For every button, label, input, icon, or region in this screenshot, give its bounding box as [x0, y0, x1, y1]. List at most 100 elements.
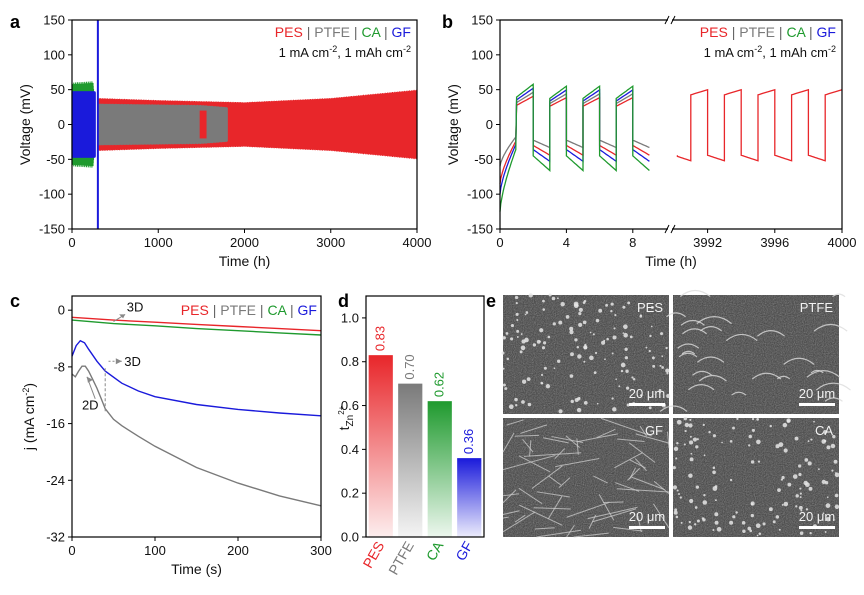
x-tick-label: 4 — [563, 235, 570, 250]
panel-letter-c: c — [10, 291, 20, 311]
condition-sup: -2 — [403, 44, 411, 54]
sem-flake — [832, 293, 846, 298]
sem-fiber — [502, 493, 519, 497]
sem-particle — [645, 346, 648, 349]
sem-particle — [712, 528, 715, 532]
sem-scale-bar — [799, 403, 835, 406]
sem-fiber — [534, 527, 555, 530]
sem-particle — [783, 448, 788, 453]
series-pes — [71, 316, 322, 332]
sem-particle — [543, 366, 547, 370]
legend: PES | PTFE | CA | GF — [181, 302, 317, 318]
y-axis-label: tZn2+ — [336, 405, 356, 430]
legend-entry-ca: CA — [267, 302, 287, 318]
sem-particle — [689, 457, 694, 462]
sem-fiber — [547, 496, 563, 519]
sem-particle — [758, 532, 762, 535]
sem-particle — [674, 508, 678, 512]
sem-tile-ptfe: PTFE 20 μm — [659, 289, 851, 414]
y-tick-label: -150 — [467, 222, 493, 237]
panel-d-transference-number: 0.83 PES 0.70 PTFE 0.62 CA 0.36 GF 0.0 0.2 0.4 0.6 0… — [336, 295, 485, 577]
sem-particle — [560, 301, 565, 307]
y-axis-label: Voltage (mV) — [17, 84, 33, 165]
sem-particle — [603, 339, 606, 342]
y-tick-label: 0 — [486, 117, 493, 132]
sem-particle — [612, 407, 617, 412]
sem-texture — [673, 418, 839, 537]
sem-scale-text: 20 μm — [629, 386, 665, 401]
sem-particle — [772, 520, 776, 524]
sem-particle — [508, 404, 514, 410]
sem-particle — [675, 515, 679, 519]
sem-particle — [694, 523, 697, 526]
sem-flake — [681, 350, 696, 355]
sem-particle — [799, 492, 802, 495]
sem-label-ptfe: PTFE — [800, 300, 834, 315]
annotation-arrowhead — [86, 376, 93, 383]
sem-particle — [505, 332, 509, 335]
sem-particle — [576, 346, 580, 349]
sem-particle — [780, 478, 784, 481]
sem-particle — [794, 436, 799, 441]
sem-particle — [540, 373, 544, 377]
sem-fiber — [587, 506, 638, 520]
sem-particle — [756, 418, 759, 421]
sem-label-ca: CA — [815, 423, 833, 438]
sem-particle — [689, 435, 692, 438]
plot-frame — [365, 295, 485, 538]
legend-entry-ptfe: PTFE — [739, 24, 775, 40]
sem-particle — [515, 312, 519, 316]
sem-flake — [682, 328, 708, 335]
sem-particle — [578, 397, 581, 399]
sem-fiber — [667, 431, 670, 449]
sem-fiber — [536, 529, 582, 538]
sem-particle — [515, 404, 518, 407]
sem-scale-text: 20 μm — [799, 509, 835, 524]
legend-separator: | — [303, 24, 314, 40]
sem-particle — [732, 426, 735, 430]
sem-particle — [792, 474, 798, 479]
sem-particle — [695, 485, 700, 489]
legend-entry-gf: GF — [298, 302, 317, 318]
sem-particle — [558, 409, 563, 414]
sem-particle — [751, 428, 755, 432]
sem-particle — [648, 349, 651, 353]
sem-fiber — [522, 439, 534, 453]
sem-particle — [832, 434, 836, 439]
sem-fiber — [523, 452, 582, 457]
y-axis-label-part: j (mA cm — [21, 396, 37, 451]
y-tick-label: -24 — [46, 473, 65, 488]
sem-particle — [598, 308, 603, 313]
sem-particle — [514, 397, 518, 402]
legend: PES | PTFE | CA | GF — [275, 24, 411, 40]
sem-fiber — [555, 457, 600, 468]
sem-particle — [650, 325, 653, 328]
legend-entry-pes: PES — [700, 24, 728, 40]
annotation-2d: 2D — [82, 397, 99, 412]
sem-particle — [798, 472, 802, 477]
sem-particle — [756, 439, 761, 445]
sem-flake — [699, 326, 722, 332]
sem-particle — [676, 442, 679, 445]
bar-value-label-ca: 0.62 — [432, 372, 447, 397]
sem-particle — [714, 520, 719, 525]
sem-particle — [684, 429, 687, 433]
y-tick-label: 0.2 — [341, 486, 359, 501]
series-ptfe — [71, 365, 322, 507]
sem-particle — [769, 424, 772, 428]
legend-entry-pes: PES — [275, 24, 303, 40]
legend-separator: | — [775, 24, 786, 40]
y-tick-label: 0.0 — [341, 530, 359, 545]
series-ptfe — [499, 91, 650, 167]
sem-particle — [539, 340, 541, 343]
sem-fiber — [520, 424, 548, 434]
sem-particle — [611, 352, 614, 355]
sem-particle — [712, 470, 716, 475]
sem-particle — [639, 314, 643, 318]
sem-particle — [601, 340, 606, 345]
test-condition: 1 mA cm-2, 1 mAh cm-2 — [704, 44, 836, 60]
sem-tile-gf: GF 20 μm — [502, 417, 670, 538]
y-tick-label: 50 — [51, 82, 65, 97]
sem-particle — [833, 459, 838, 464]
